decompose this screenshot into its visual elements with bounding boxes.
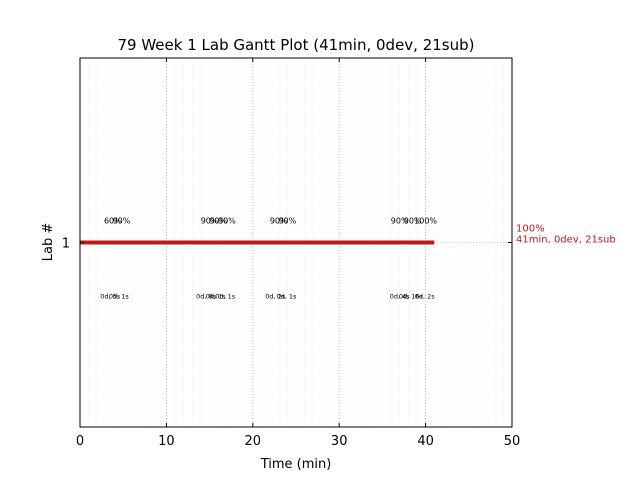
annotation-above: 90% <box>270 217 288 226</box>
annotation-below: 0d, 5s <box>100 293 121 301</box>
x-tick-label: 10 <box>158 434 175 449</box>
x-tick-label: 30 <box>331 434 348 449</box>
x-tick-label: 40 <box>417 434 434 449</box>
annotation-above: 60% <box>104 217 122 226</box>
bar-label-percent: 100% <box>516 224 545 235</box>
annotation-above: 90% <box>209 217 227 226</box>
x-axis-label: Time (min) <box>260 457 332 472</box>
x-tick-label: 0 <box>76 434 84 449</box>
annotation-below: 0d, 2s <box>415 293 436 301</box>
chart-title: 79 Week 1 Lab Gantt Plot (41min, 0dev, 2… <box>117 36 474 54</box>
x-tick-label: 50 <box>504 434 521 449</box>
annotation-above: 100% <box>414 217 437 226</box>
annotation-below: 0d, 1s <box>206 293 227 301</box>
x-tick-label: 20 <box>245 434 262 449</box>
annotation-above: 90% <box>278 217 296 226</box>
annotation-below: 0d, 4s <box>390 293 411 301</box>
y-tick-label: 1 <box>62 237 70 252</box>
annotation-below: 0d, 1s <box>215 293 236 301</box>
annotation-above: 90% <box>201 217 219 226</box>
annotation-above: 90% <box>404 217 422 226</box>
gantt-bar-lab-1 <box>80 240 435 245</box>
annotation-below: 0d, 1s <box>277 293 298 301</box>
plot-area: 60%90% 90%90%90% 90%90% 90%90%100%0d, 5s0d,… <box>62 57 616 449</box>
annotation-above: 90% <box>113 217 131 226</box>
annotation-below: 0d, 2s <box>265 293 286 301</box>
annotation-below: 0d, 16s <box>399 293 424 301</box>
annotation-above: 90% <box>391 217 409 226</box>
bar-label-summary: 41min, 0dev, 21sub <box>516 235 616 246</box>
y-axis-label: Lab # <box>41 223 56 262</box>
annotation-below: 0d, 8s <box>196 293 217 301</box>
annotation-below: 0d, 1s <box>109 293 130 301</box>
annotation-above: 90% <box>218 217 236 226</box>
